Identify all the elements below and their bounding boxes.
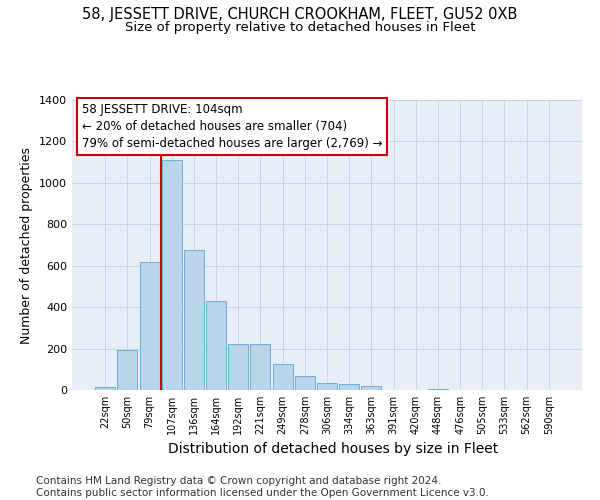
Text: Distribution of detached houses by size in Fleet: Distribution of detached houses by size … bbox=[168, 442, 498, 456]
Bar bbox=[339, 384, 359, 390]
Bar bbox=[361, 386, 382, 390]
Bar bbox=[118, 350, 137, 390]
Bar bbox=[428, 389, 448, 390]
Bar bbox=[206, 301, 226, 390]
Bar bbox=[295, 376, 315, 390]
Bar bbox=[228, 344, 248, 390]
Text: 58, JESSETT DRIVE, CHURCH CROOKHAM, FLEET, GU52 0XB: 58, JESSETT DRIVE, CHURCH CROOKHAM, FLEE… bbox=[82, 8, 518, 22]
Bar bbox=[184, 250, 204, 390]
Text: Contains HM Land Registry data © Crown copyright and database right 2024.
Contai: Contains HM Land Registry data © Crown c… bbox=[36, 476, 489, 498]
Bar bbox=[250, 344, 271, 390]
Y-axis label: Number of detached properties: Number of detached properties bbox=[20, 146, 34, 344]
Text: 58 JESSETT DRIVE: 104sqm
← 20% of detached houses are smaller (704)
79% of semi-: 58 JESSETT DRIVE: 104sqm ← 20% of detach… bbox=[82, 103, 383, 150]
Bar bbox=[317, 383, 337, 390]
Bar bbox=[162, 160, 182, 390]
Bar bbox=[272, 364, 293, 390]
Bar bbox=[95, 387, 115, 390]
Text: Size of property relative to detached houses in Fleet: Size of property relative to detached ho… bbox=[125, 21, 475, 34]
Bar bbox=[140, 262, 160, 390]
